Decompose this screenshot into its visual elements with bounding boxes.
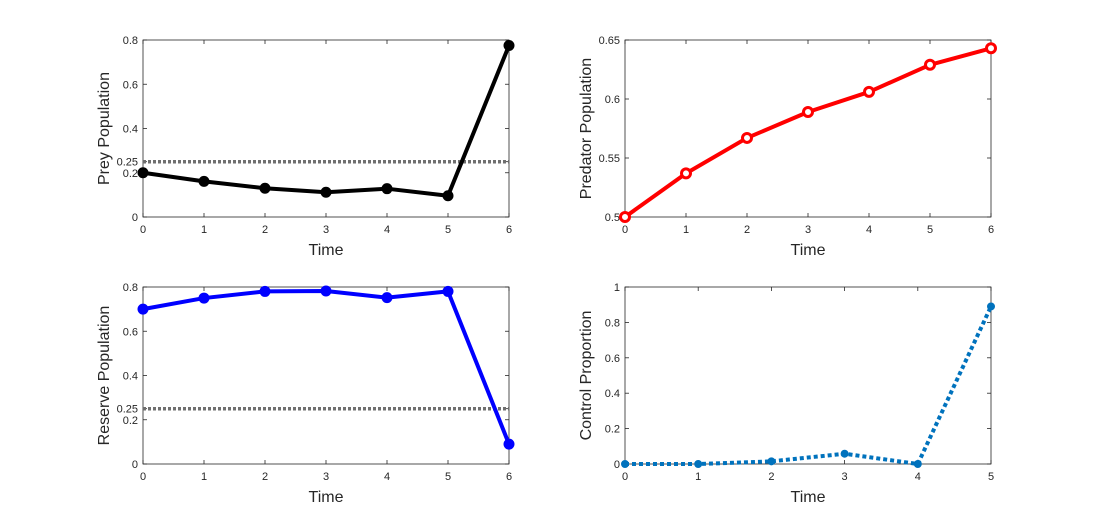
y-tick-label: 1 xyxy=(614,282,620,294)
series-line-control xyxy=(625,305,993,466)
y-tick-label: 0.8 xyxy=(123,35,138,47)
data-point xyxy=(619,211,631,223)
y-tick-label: 0.2 xyxy=(123,415,138,427)
data-point xyxy=(442,285,454,297)
x-tick-label: 0 xyxy=(140,471,146,483)
y-tick-label: 0.6 xyxy=(123,326,138,338)
data-point xyxy=(924,58,936,71)
x-axis-label: Time xyxy=(791,242,826,259)
x-axis-label: Time xyxy=(791,489,826,506)
x-tick-label: 5 xyxy=(927,224,933,236)
x-tick-label: 3 xyxy=(323,471,329,483)
y-tick-label: 0.6 xyxy=(605,94,620,106)
x-tick-label: 2 xyxy=(744,224,750,236)
data-point xyxy=(137,303,149,315)
data-point xyxy=(381,292,393,304)
y-axis-label: Predator Population xyxy=(578,58,595,199)
data-point xyxy=(320,285,332,297)
data-point xyxy=(863,85,875,98)
data-point xyxy=(987,302,995,311)
y-tick-label: 0 xyxy=(614,459,620,471)
data-point xyxy=(198,175,210,187)
y-tick-label: 0 xyxy=(132,212,138,224)
chart-panel-reserve: 0 1 2 3 4 5 6 0 0.20.25 0.4 0.6 0.8 Time Reserve Popu… xyxy=(96,282,515,506)
data-point xyxy=(137,167,149,179)
data-point xyxy=(198,292,210,304)
y-tick-label: 0.2 xyxy=(605,424,620,436)
data-point xyxy=(802,105,814,118)
x-axis-label: Time xyxy=(309,489,344,506)
axes-box xyxy=(624,286,992,465)
axes-box xyxy=(142,286,510,465)
y-tick-label: 0.8 xyxy=(605,317,620,329)
chart-panel-prey: 0 1 2 3 4 5 6 0 0.20.25 0.4 0.6 0.8 Time Prey Populat… xyxy=(96,35,515,259)
data-point xyxy=(767,457,776,466)
y-tick-label: 0.6 xyxy=(605,353,620,365)
data-point xyxy=(259,285,271,297)
data-point xyxy=(442,190,454,202)
y-tick-label: 0.25 xyxy=(117,404,138,416)
x-tick-label: 1 xyxy=(695,471,701,483)
y-tick-label: 0.4 xyxy=(605,388,620,400)
data-point xyxy=(320,186,332,198)
y-tick-label: 0.8 xyxy=(123,282,138,294)
y-axis-label: Control Proportion xyxy=(578,311,595,441)
data-point xyxy=(621,460,629,468)
data-point xyxy=(694,460,703,468)
data-point xyxy=(503,438,515,450)
y-axis-label: Reserve Population xyxy=(96,306,113,446)
x-tick-label: 1 xyxy=(201,471,207,483)
x-tick-label: 2 xyxy=(768,471,774,483)
y-tick-label: 0.25 xyxy=(117,157,138,169)
data-point xyxy=(503,40,515,52)
x-tick-label: 2 xyxy=(262,224,268,236)
x-tick-label: 4 xyxy=(915,471,921,483)
x-tick-label: 0 xyxy=(622,471,628,483)
x-tick-label: 0 xyxy=(622,224,628,236)
x-tick-label: 5 xyxy=(445,471,451,483)
data-point xyxy=(680,167,692,180)
data-point xyxy=(259,182,271,194)
data-point xyxy=(913,460,922,468)
x-tick-label: 3 xyxy=(842,471,848,483)
x-tick-label: 4 xyxy=(866,224,872,236)
x-tick-label: 2 xyxy=(262,471,268,483)
y-tick-label: 0.4 xyxy=(123,371,138,383)
chart-panel-control: 0 1 2 3 4 5 0 0.2 0.4 0.6 0.8 1 Time Control Proporti… xyxy=(578,282,995,506)
y-tick-label: 0.4 xyxy=(123,124,138,136)
x-tick-label: 4 xyxy=(384,224,390,236)
data-point xyxy=(985,42,997,55)
data-point xyxy=(840,449,849,458)
x-tick-label: 5 xyxy=(445,224,451,236)
data-point xyxy=(741,131,753,144)
x-tick-label: 6 xyxy=(988,224,994,236)
axes-box xyxy=(624,39,992,218)
x-tick-label: 1 xyxy=(683,224,689,236)
x-tick-label: 6 xyxy=(506,224,512,236)
y-axis-label: Prey Population xyxy=(96,72,113,185)
y-tick-label: 0.2 xyxy=(123,168,138,180)
x-axis-label: Time xyxy=(309,242,344,259)
y-tick-label: 0.6 xyxy=(123,79,138,91)
x-tick-label: 4 xyxy=(384,471,390,483)
x-tick-label: 3 xyxy=(805,224,811,236)
y-tick-label: 0.65 xyxy=(599,35,620,47)
data-point xyxy=(381,183,393,195)
y-tick-label: 0.55 xyxy=(599,153,620,165)
y-tick-label: 0.5 xyxy=(605,212,620,224)
x-tick-label: 6 xyxy=(506,471,512,483)
x-tick-label: 0 xyxy=(140,224,146,236)
x-tick-label: 1 xyxy=(201,224,207,236)
x-tick-label: 5 xyxy=(988,471,994,483)
x-tick-label: 3 xyxy=(323,224,329,236)
chart-panel-predator: 0 1 2 3 4 5 6 0.5 0.55 0.6 0.65 Time Predator Popula… xyxy=(578,35,997,259)
y-tick-label: 0 xyxy=(132,459,138,471)
